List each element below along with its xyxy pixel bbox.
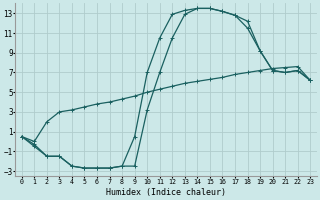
X-axis label: Humidex (Indice chaleur): Humidex (Indice chaleur)	[106, 188, 226, 197]
